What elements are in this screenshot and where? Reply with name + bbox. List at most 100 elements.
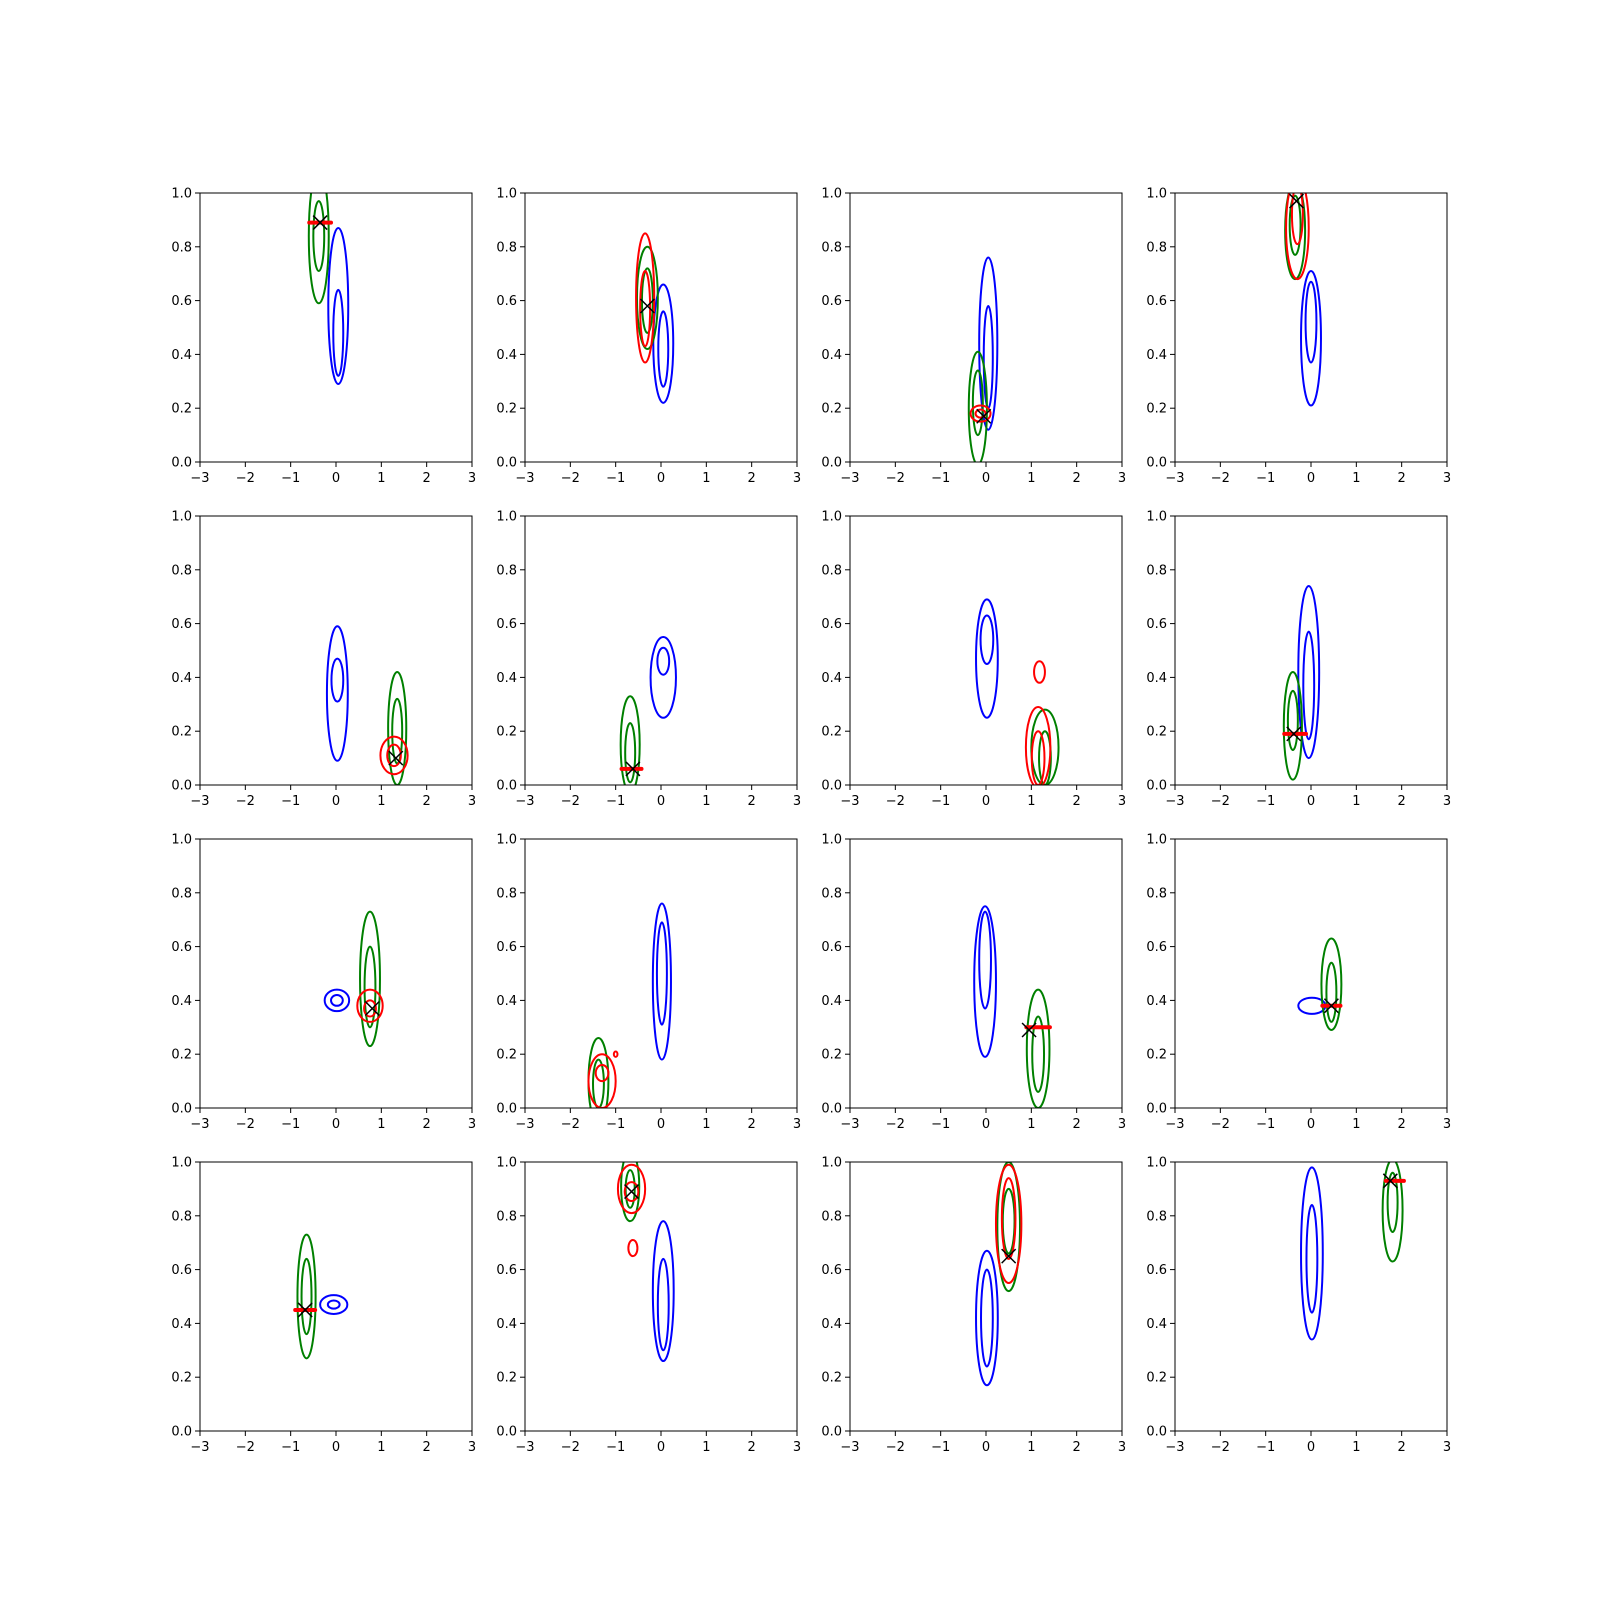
blue-contour-inner <box>657 310 670 388</box>
x-tick-label: 2 <box>1073 1117 1081 1132</box>
blue-contour-outer <box>975 1249 999 1387</box>
y-tick-label: 1.0 <box>821 1156 842 1171</box>
plot-area <box>616 1162 675 1363</box>
x-tick-label: −1 <box>281 794 300 809</box>
y-tick-label: 0.8 <box>496 1209 517 1224</box>
axes-frame <box>849 515 1123 786</box>
red-contour-outer <box>379 735 409 776</box>
x-tick-label: −3 <box>840 471 859 486</box>
y-tick-label: 0.8 <box>1146 886 1167 901</box>
y-tick-label: 0.4 <box>1146 994 1167 1009</box>
y-tick-label: 0.8 <box>1146 563 1167 578</box>
x-tick-label: −2 <box>1211 794 1230 809</box>
x-tick-label: 1 <box>377 794 385 809</box>
y-tick-label: 1.0 <box>821 510 842 525</box>
green-contour-inner <box>1031 1015 1046 1093</box>
x-tick-label: −2 <box>886 794 905 809</box>
x-tick-label: 3 <box>468 471 476 486</box>
blue-contour-outer <box>327 226 350 385</box>
y-tick-label: 0.2 <box>821 1048 842 1063</box>
y-tick-label: 0.8 <box>821 563 842 578</box>
y-tick-label: 1.0 <box>1146 510 1167 525</box>
x-tick-label: 3 <box>1118 1117 1126 1132</box>
axes-frame <box>1174 515 1448 786</box>
y-tick-label: 0.0 <box>171 456 192 471</box>
y-tick-label: 0.2 <box>171 402 192 417</box>
plot-area <box>587 902 672 1108</box>
subplot-2: −3 −2 −1 0 1 2 3 0.0 0.2 0.4 0.6 0.8 1.0 <box>496 187 801 487</box>
blue-contour-outer <box>649 636 677 719</box>
green-contour-inner <box>971 369 984 437</box>
red-contour-outer <box>1033 660 1046 684</box>
x-tick-label: 1 <box>1027 471 1035 486</box>
plot-area <box>635 232 675 404</box>
blue-contour-inner <box>326 1299 341 1310</box>
x-tick-label: −3 <box>190 471 209 486</box>
x-tick-label: 0 <box>982 471 990 486</box>
target-x-marker <box>1001 1248 1017 1264</box>
y-tick-label: 0.0 <box>171 1102 192 1117</box>
subplot-11: −3 −2 −1 0 1 2 3 0.0 0.2 0.4 0.6 0.8 1.0 <box>821 833 1126 1133</box>
x-tick-label: 0 <box>1307 471 1315 486</box>
y-tick-label: 0.2 <box>496 1048 517 1063</box>
x-tick-label: 3 <box>468 1117 476 1132</box>
subplot-6: −3 −2 −1 0 1 2 3 0.0 0.2 0.4 0.6 0.8 1.0 <box>496 510 801 810</box>
x-tick-label: −1 <box>606 794 625 809</box>
x-tick-label: 0 <box>332 794 340 809</box>
y-tick-label: 0.2 <box>1146 1048 1167 1063</box>
blue-contour-outer <box>1297 584 1321 760</box>
y-tick-label: 1.0 <box>821 833 842 848</box>
x-tick-label: −3 <box>190 794 209 809</box>
x-tick-label: −2 <box>1211 1440 1230 1455</box>
x-tick-label: 0 <box>332 471 340 486</box>
y-tick-label: 0.0 <box>1146 1102 1167 1117</box>
target-x-marker <box>297 1302 313 1318</box>
red-contour-inner <box>1290 193 1304 246</box>
plot-area <box>1284 193 1322 407</box>
x-tick-label: 0 <box>982 1440 990 1455</box>
x-tick-label: −1 <box>1256 1440 1275 1455</box>
x-tick-label: −3 <box>515 1117 534 1132</box>
y-tick-label: 0.4 <box>496 1317 517 1332</box>
blue-contour-inner <box>978 910 992 1010</box>
red-contour-outer <box>1024 706 1052 785</box>
red-contour-outer <box>1285 193 1310 281</box>
x-tick-label: 2 <box>423 794 431 809</box>
y-tick-label: 0.0 <box>1146 1425 1167 1440</box>
blue-contour-outer <box>1300 1166 1324 1341</box>
x-tick-label: 1 <box>702 1117 710 1132</box>
x-tick-label: −2 <box>886 1440 905 1455</box>
x-tick-label: −1 <box>606 1440 625 1455</box>
y-tick-label: 0.8 <box>1146 1209 1167 1224</box>
subplot-14: −3 −2 −1 0 1 2 3 0.0 0.2 0.4 0.6 0.8 1.0 <box>496 1156 801 1456</box>
x-tick-label: −1 <box>606 1117 625 1132</box>
red-contour-inner <box>594 1063 610 1083</box>
y-tick-label: 0.8 <box>171 240 192 255</box>
target-x-marker <box>1286 726 1302 742</box>
red-contour-inner <box>623 1181 640 1203</box>
x-tick-label: 0 <box>657 471 665 486</box>
subplot-3: −3 −2 −1 0 1 2 3 0.0 0.2 0.4 0.6 0.8 1.0 <box>821 187 1126 487</box>
axes-frame <box>1174 1161 1448 1432</box>
x-tick-label: −1 <box>281 1117 300 1132</box>
red-contour-outer <box>616 1163 647 1215</box>
subplot-1: −3 −2 −1 0 1 2 3 0.0 0.2 0.4 0.6 0.8 1.0 <box>171 187 476 487</box>
green-contour-inner <box>592 1058 605 1108</box>
subplot-8: −3 −2 −1 0 1 2 3 0.0 0.2 0.4 0.6 0.8 1.0 <box>1146 510 1451 810</box>
x-tick-label: 1 <box>702 794 710 809</box>
x-tick-label: 0 <box>657 1440 665 1455</box>
x-tick-label: −2 <box>1211 1117 1230 1132</box>
x-tick-label: 1 <box>1352 471 1360 486</box>
target-x-marker <box>639 298 655 314</box>
green-contour-outer <box>296 1233 317 1360</box>
plot-area <box>325 625 409 785</box>
blue-contour-outer <box>651 902 672 1061</box>
blue-contour-outer <box>975 598 999 719</box>
blue-contour-inner <box>330 657 345 703</box>
x-tick-label: 1 <box>1027 1440 1035 1455</box>
x-tick-label: 3 <box>793 1440 801 1455</box>
x-tick-label: 3 <box>793 794 801 809</box>
y-tick-label: 0.4 <box>821 348 842 363</box>
plot-area <box>307 193 350 385</box>
